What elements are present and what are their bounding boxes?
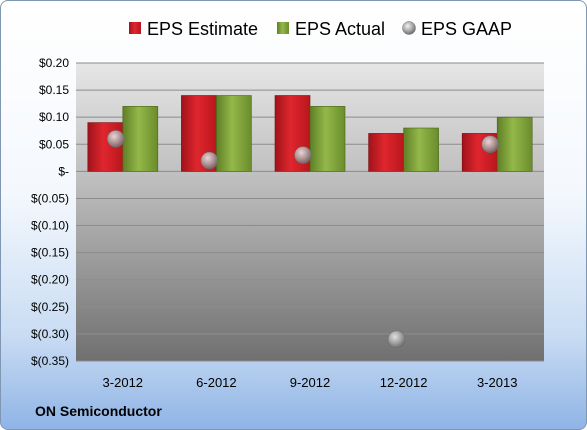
y-tick-label: $(0.15) xyxy=(31,246,69,260)
legend-swatch-gaap xyxy=(402,21,416,35)
bar-eps-actual xyxy=(216,95,252,172)
marker-eps-gaap xyxy=(387,330,406,349)
bar-eps-actual xyxy=(403,127,439,172)
y-tick-label: $0.15 xyxy=(39,83,69,97)
y-tick-label: $0.20 xyxy=(39,56,69,70)
bar-eps-actual xyxy=(122,106,159,172)
legend-label: EPS GAAP xyxy=(421,19,512,39)
x-tick-label: 3-2013 xyxy=(477,375,517,390)
legend-label: EPS Actual xyxy=(295,19,385,39)
marker-eps-gaap xyxy=(294,146,312,164)
y-tick-label: $(0.35) xyxy=(31,354,69,368)
y-tick-label: $(0.20) xyxy=(31,273,69,287)
bar-eps-actual xyxy=(309,106,346,172)
x-tick-label: 3-2012 xyxy=(103,375,143,390)
gaap-markers xyxy=(107,130,499,349)
y-tick-label: $(0.10) xyxy=(31,219,69,233)
y-tick-label: $0.10 xyxy=(39,110,69,124)
company-name: ON Semiconductor xyxy=(35,403,162,419)
y-tick-label: $(0.25) xyxy=(31,300,69,314)
y-tick-label: $0.05 xyxy=(39,137,69,151)
marker-eps-gaap xyxy=(107,130,125,148)
x-tick-label: 9-2012 xyxy=(290,375,330,390)
y-tick-label: $(0.30) xyxy=(31,327,69,341)
legend-label: EPS Estimate xyxy=(147,19,258,39)
legend: EPS Estimate EPS Actual EPS GAAP xyxy=(129,19,512,39)
marker-eps-gaap xyxy=(200,151,219,170)
y-axis-ticks: $0.20 $0.15 $0.10 $0.05 $- $(0.05) $(0.10) $(0.… xyxy=(31,56,69,368)
x-tick-label: 6-2012 xyxy=(196,375,236,390)
bar-eps-estimate xyxy=(368,133,404,172)
legend-swatch-actual xyxy=(277,22,289,34)
marker-eps-gaap xyxy=(481,135,499,154)
y-tick-label: $(0.05) xyxy=(31,191,69,205)
bar-eps-actual xyxy=(496,116,533,172)
x-tick-label: 12-2012 xyxy=(380,375,428,390)
y-tick-label: $- xyxy=(58,164,69,178)
legend-swatch-estimate xyxy=(129,22,141,34)
x-axis-ticks: 3-2012 6-2012 9-2012 12-2012 3-2013 xyxy=(103,375,518,390)
